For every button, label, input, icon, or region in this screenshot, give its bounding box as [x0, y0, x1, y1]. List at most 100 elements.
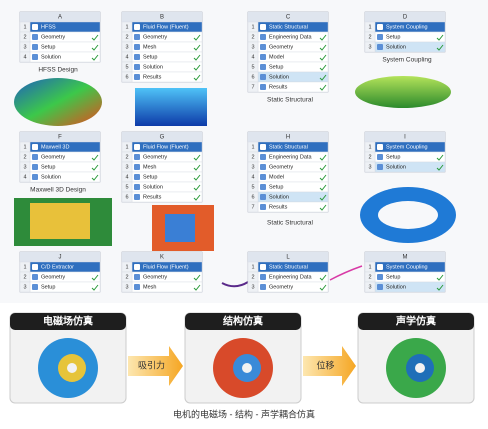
status-icon: [319, 64, 327, 71]
row-number: 6: [125, 194, 128, 200]
maxwell-field: [30, 203, 90, 239]
system-caption: Static Structural: [267, 220, 313, 227]
stage-image-hole: [242, 363, 252, 373]
cell-label: Engineering Data: [269, 34, 312, 40]
cell-icon: [134, 24, 140, 30]
row-number-cell: [364, 41, 376, 53]
status-icon: [319, 44, 327, 51]
cell-label: System Coupling: [386, 264, 428, 270]
cell-icon: [377, 24, 383, 30]
figure-caption: 电机的电磁场 - 结构 - 声学耦合仿真: [173, 408, 315, 419]
stage-header: [358, 313, 474, 330]
status-icon: [193, 164, 201, 171]
system-header: [365, 252, 445, 262]
result-images: [14, 76, 456, 288]
row-number: 1: [125, 24, 128, 30]
cell-label: Engineering Data: [269, 154, 312, 160]
cell-label: Static Structural: [269, 144, 308, 150]
system-caption: System Coupling: [382, 57, 432, 64]
cell-icon: [32, 164, 38, 170]
cell-label: Geometry: [269, 284, 293, 290]
cell-label: Geometry: [41, 274, 65, 280]
cell-icon: [260, 284, 266, 290]
cell-label: Setup: [41, 164, 55, 170]
cell-icon: [134, 264, 140, 270]
system-block: J 1 C/D Extractor 2 Geometry 3 Setup: [19, 251, 101, 293]
cell-label: Geometry: [143, 34, 167, 40]
row-number: 3: [125, 44, 128, 50]
status-icon: [91, 54, 99, 61]
status-icon: [193, 64, 201, 71]
cell-icon: [377, 44, 383, 50]
cell-icon: [32, 54, 38, 60]
row-number: 3: [23, 284, 26, 290]
cell-label: Solution: [386, 164, 406, 170]
cell-icon: [260, 204, 266, 210]
status-icon: [193, 54, 201, 61]
status-icon: [91, 174, 99, 181]
system-block: A 1 HFSS 2 Geometry 3 Setup 4 Solution HFSS Desig…: [19, 11, 101, 74]
cell-icon: [32, 44, 38, 50]
row-number: 3: [23, 164, 26, 170]
system-block: F 1 Maxwell 3D 2 Geometry 3 Setup 4 Solution Maxw…: [19, 131, 101, 194]
system-header: [20, 252, 100, 262]
cell-icon: [260, 154, 266, 160]
row-number: 1: [23, 264, 26, 270]
cell-label: Model: [269, 174, 284, 180]
cell-icon: [134, 144, 140, 150]
row-number: 2: [23, 274, 26, 280]
stage-title: 结构仿真: [223, 315, 263, 328]
row-number: 2: [125, 154, 128, 160]
row-number: 1: [23, 144, 26, 150]
system-letter: L: [286, 255, 290, 261]
cell-label: Geometry: [143, 154, 167, 160]
status-icon: [436, 154, 444, 161]
cell-icon: [260, 184, 266, 190]
status-icon: [193, 184, 201, 191]
system-header: [248, 12, 328, 22]
row-number: 2: [125, 34, 128, 40]
system-block: M 1 System Coupling 2 Setup 3 Solution: [364, 251, 446, 293]
stage-header: [185, 313, 301, 330]
row-number: 4: [251, 54, 254, 60]
system-letter: K: [160, 255, 164, 261]
flow-arrow: [128, 346, 183, 386]
status-icon: [319, 184, 327, 191]
cell-icon: [134, 174, 140, 180]
row-number: 5: [125, 64, 128, 70]
row-number-cell: [121, 191, 133, 203]
arrow-label: 吸引力: [138, 359, 165, 370]
system-header: [20, 132, 100, 142]
status-icon: [193, 274, 201, 281]
cell-icon: [134, 44, 140, 50]
row-number-cell: [121, 71, 133, 83]
row-number: 2: [368, 154, 371, 160]
row-number: 1: [125, 144, 128, 150]
row-number: 1: [368, 264, 371, 270]
cell-label: Fluid Flow (Fluent): [143, 264, 189, 270]
cell-icon: [32, 284, 38, 290]
status-icon: [436, 164, 444, 171]
cell-icon: [134, 34, 140, 40]
cell-label: Geometry: [143, 274, 167, 280]
status-icon: [319, 164, 327, 171]
stage-title: 声学仿真: [395, 315, 436, 328]
system-header: [122, 252, 202, 262]
system-letter: J: [59, 255, 62, 261]
status-icon: [319, 274, 327, 281]
ring-hole: [378, 201, 438, 229]
cell-icon: [260, 74, 266, 80]
status-icon: [319, 194, 327, 201]
status-icon: [193, 284, 201, 291]
cell-icon: [260, 174, 266, 180]
row-number: 2: [23, 34, 26, 40]
row-number-cell: [121, 281, 133, 293]
row-number: 3: [368, 284, 371, 290]
cell-label: Setup: [143, 174, 157, 180]
row-number: 5: [251, 184, 254, 190]
fluent-image: [135, 88, 207, 126]
cell-icon: [260, 194, 266, 200]
cell-label: HFSS: [41, 24, 56, 30]
cell-label: Setup: [269, 64, 283, 70]
